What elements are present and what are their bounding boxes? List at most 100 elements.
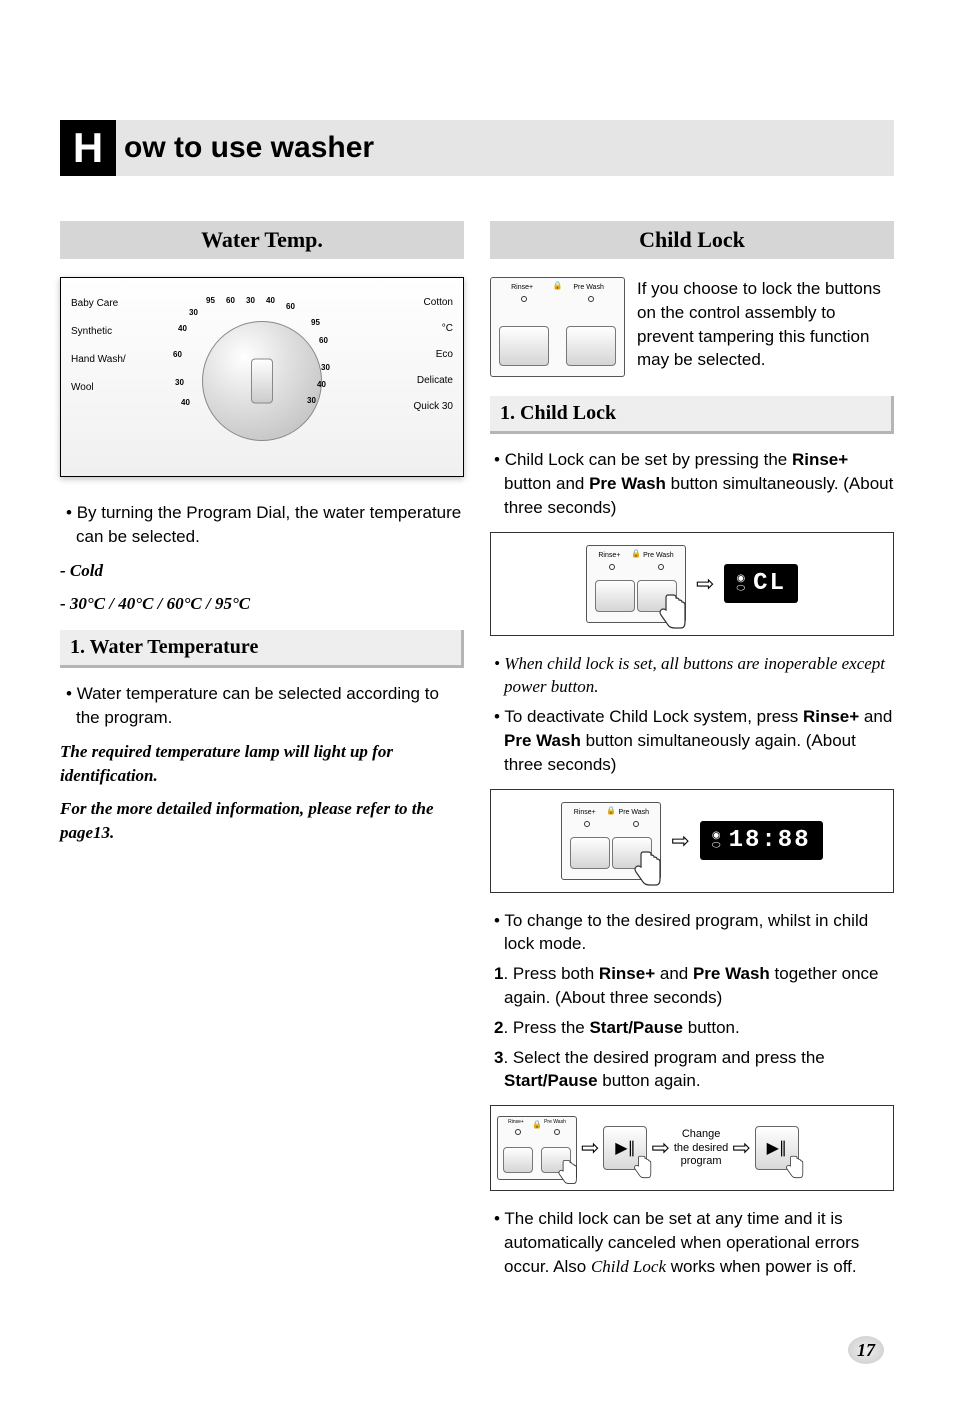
dial-temp: 30 xyxy=(189,308,198,317)
water-temp-heading: Water Temp. xyxy=(60,221,464,259)
figure-deactivate-childlock: 🔒 Rinse+Pre Wash ⇨ ◉⬭ 18:88 xyxy=(490,789,894,893)
dial-temp: 40 xyxy=(181,398,190,407)
lamp-note: The required temperature lamp will light… xyxy=(60,740,464,788)
t: Select the desired program and press the xyxy=(513,1048,825,1067)
dial-temp: 30 xyxy=(175,378,184,387)
dial-temp: 40 xyxy=(266,296,275,305)
dial-left-labels: Baby Care Synthetic Hand Wash/ Wool xyxy=(71,290,126,402)
start-pause-button: ▶∥ xyxy=(603,1126,647,1170)
t: Pre Wash xyxy=(504,731,581,750)
display-icon: ◉⬭ xyxy=(712,831,721,851)
left-column: Water Temp. Baby Care Synthetic Hand Was… xyxy=(60,221,464,1285)
childlock-inoperable-note: • When child lock is set, all buttons ar… xyxy=(490,652,894,700)
dial-knob xyxy=(202,321,322,441)
dial-label-handwash: Hand Wash/ Wool xyxy=(71,346,126,402)
child-lock-heading: Child Lock xyxy=(490,221,894,259)
t: button and xyxy=(504,474,589,493)
t: Pre Wash xyxy=(544,1119,566,1125)
child-lock-intro-text: If you choose to lock the buttons on the… xyxy=(637,277,894,372)
t: Rinse+ xyxy=(599,964,655,983)
t: Pre Wash xyxy=(693,964,770,983)
t: Pre Wash xyxy=(589,474,666,493)
t: Start/Pause xyxy=(504,1071,598,1090)
step-2: 2. Press the Start/Pause button. xyxy=(490,1016,894,1040)
t: Child Lock can be set by pressing the xyxy=(505,450,792,469)
hand-press-icon xyxy=(782,1153,808,1179)
display-time: ◉⬭ 18:88 xyxy=(700,821,823,860)
dial-temp: 95 xyxy=(206,296,215,305)
dial-label-eco: Eco xyxy=(414,342,453,368)
child-lock-subheading: 1. Child Lock xyxy=(490,396,894,434)
panel-small: 🔒 Rinse+Pre Wash xyxy=(586,545,686,623)
button-panel-figure: 🔒 Rinse+ Pre Wash xyxy=(490,277,625,377)
arrow-icon: ⇨ xyxy=(696,571,714,597)
water-temperature-subheading: 1. Water Temperature xyxy=(60,630,464,668)
change-program-bullet: • To change to the desired program, whil… xyxy=(490,909,894,957)
t: and xyxy=(655,964,693,983)
rinse-button xyxy=(499,326,549,366)
display-time-text: 18:88 xyxy=(729,827,811,854)
dial-temp: 60 xyxy=(319,336,328,345)
arrow-icon: ⇨ xyxy=(581,1135,599,1161)
t: Rinse+ xyxy=(508,1119,524,1125)
dial-label-baby-care: Baby Care xyxy=(71,290,126,318)
hand-press-icon xyxy=(653,590,693,630)
figure-set-childlock: 🔒 Rinse+Pre Wash ⇨ ◉⬭ CL xyxy=(490,532,894,636)
water-temp-bullet-text: By turning the Program Dial, the water t… xyxy=(76,503,461,546)
childlock-anytime-bullet: • The child lock can be set at any time … xyxy=(490,1207,894,1278)
t: Pre Wash xyxy=(619,809,649,816)
dial-temp: 30 xyxy=(307,396,316,405)
page-number: 17 xyxy=(848,1336,884,1364)
t: Rinse+ xyxy=(792,450,848,469)
display-cl: ◉⬭ CL xyxy=(724,564,798,603)
dial-temp: 60 xyxy=(286,302,295,311)
t: Child Lock xyxy=(591,1257,666,1276)
t: When child lock is set, all buttons are … xyxy=(504,654,885,697)
rinse-label: Rinse+ xyxy=(511,284,533,291)
title-rest-bg: ow to use washer xyxy=(116,120,894,176)
t: Pre Wash xyxy=(643,552,673,559)
t: and xyxy=(859,707,892,726)
t: Start/Pause xyxy=(589,1018,683,1037)
hand-press-icon xyxy=(630,1153,656,1179)
panel-small: 🔒 Rinse+Pre Wash xyxy=(561,802,661,880)
water-temp-select-text: Water temperature can be selected accord… xyxy=(76,684,439,727)
t: button. xyxy=(683,1018,740,1037)
hand-press-icon xyxy=(628,847,668,887)
page-title-bar: H ow to use washer xyxy=(60,120,894,176)
title-initial: H xyxy=(60,120,116,176)
figure-change-program: 🔒 Rinse+Pre Wash ⇨ ▶∥ ⇨ Change the desir… xyxy=(490,1105,894,1191)
t: To change to the desired program, whilst… xyxy=(504,911,868,954)
start-pause-button: ▶∥ xyxy=(755,1126,799,1170)
dial-temp: 30 xyxy=(246,296,255,305)
dial-temp: 95 xyxy=(311,318,320,327)
change-program-text: Change the desired program xyxy=(674,1128,728,1168)
temp-cold: - Cold xyxy=(60,559,464,583)
t: Rinse+ xyxy=(574,809,596,816)
right-column: Child Lock 🔒 Rinse+ Pre Wash If you choo… xyxy=(490,221,894,1285)
dial-temp: 30 xyxy=(321,363,330,372)
t: Rinse+ xyxy=(598,552,620,559)
prewash-label: Pre Wash xyxy=(573,284,603,291)
arrow-icon: ⇨ xyxy=(671,828,689,854)
step-1: 1. Press both Rinse+ and Pre Wash togeth… xyxy=(490,962,894,1010)
prewash-button xyxy=(566,326,616,366)
step-3: 3. Select the desired program and press … xyxy=(490,1046,894,1094)
arrow-icon: ⇨ xyxy=(732,1135,750,1161)
t: Rinse+ xyxy=(803,707,859,726)
dial-temp: 40 xyxy=(317,380,326,389)
dial-temp: 60 xyxy=(226,296,235,305)
dial-label-delicate: Delicate xyxy=(414,368,453,394)
dial-label-cotton: Cotton °C xyxy=(414,290,453,342)
child-lock-set-bullet: • Child Lock can be set by pressing the … xyxy=(490,448,894,519)
temp-list: - 30°C / 40°C / 60°C / 95°C xyxy=(60,592,464,616)
water-temp-bullet: • By turning the Program Dial, the water… xyxy=(60,501,464,549)
water-temp-select-bullet: • Water temperature can be selected acco… xyxy=(60,682,464,730)
dial-temp: 40 xyxy=(178,324,187,333)
dial-temp: 60 xyxy=(173,350,182,359)
display-cl-text: CL xyxy=(753,570,786,597)
title-rest: ow to use washer xyxy=(124,131,374,165)
page13-note: For the more detailed information, pleas… xyxy=(60,797,464,845)
t: Press both xyxy=(513,964,599,983)
hand-press-icon xyxy=(554,1157,582,1185)
